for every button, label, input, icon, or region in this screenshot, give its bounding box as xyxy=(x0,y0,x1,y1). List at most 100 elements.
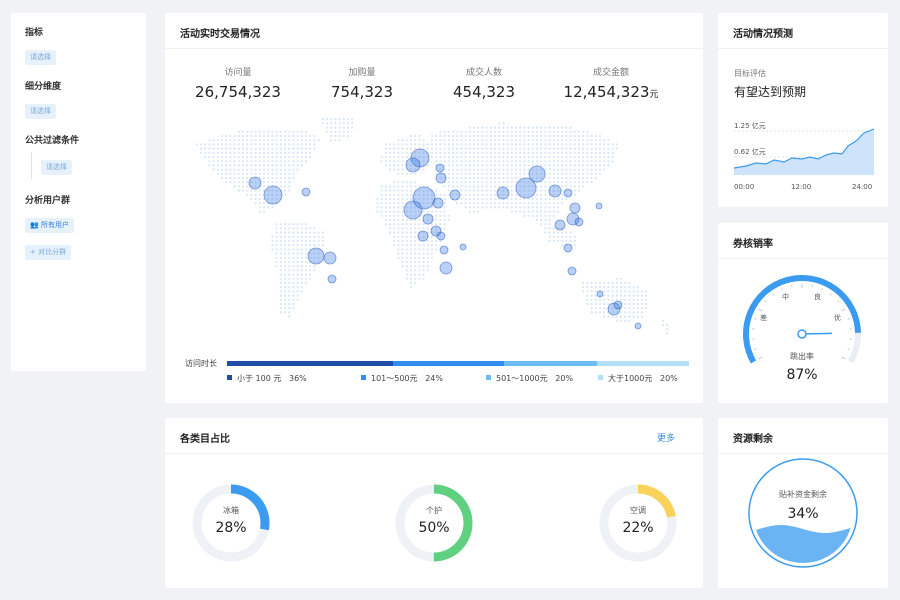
map-dot xyxy=(573,244,576,247)
map-dot xyxy=(506,197,509,201)
stat-visits: 访问量 26,754,323 xyxy=(173,65,303,101)
category-donut[interactable]: 个护 50% xyxy=(389,478,479,568)
map-dot xyxy=(498,181,501,184)
map-dot xyxy=(208,147,211,150)
map-dot xyxy=(271,130,274,133)
map-dot xyxy=(489,172,492,175)
map-dot xyxy=(544,168,547,171)
map-dot xyxy=(489,130,492,133)
map-dot xyxy=(246,147,249,150)
map-dot xyxy=(430,197,434,201)
filter-select[interactable]: 请选择 xyxy=(41,160,72,175)
compare-group-button[interactable]: + 对比分群 xyxy=(25,245,72,260)
map-dot xyxy=(598,294,602,297)
map-dot xyxy=(418,248,421,251)
map-dot xyxy=(544,160,547,163)
stat-value: 454,323 xyxy=(452,83,516,101)
category-donut[interactable]: 空调 22% xyxy=(593,478,683,568)
map-dot xyxy=(212,160,215,163)
map-dot xyxy=(624,311,627,314)
map-dot xyxy=(430,248,434,251)
map-dot xyxy=(313,244,316,247)
map-dot xyxy=(397,197,400,201)
legend-item[interactable]: 大于1000元 20% xyxy=(598,373,678,384)
map-dot xyxy=(283,189,287,192)
map-dot xyxy=(565,160,568,163)
map-dot xyxy=(460,185,463,188)
map-dot xyxy=(405,260,408,264)
map-dot xyxy=(384,193,387,196)
metric-select[interactable]: 请选择 xyxy=(25,50,56,65)
stat-buyers: 成交人数 454,323 xyxy=(419,65,549,101)
map-bubble xyxy=(301,187,311,197)
map-dot xyxy=(594,155,597,159)
map-dot xyxy=(472,176,476,180)
map-dot xyxy=(300,290,303,293)
map-dot xyxy=(565,185,568,188)
map-dot xyxy=(460,160,463,163)
map-dot xyxy=(485,143,488,146)
category-donut[interactable]: 冰箱 28% xyxy=(186,478,276,568)
map-dot xyxy=(519,155,522,159)
map-dot xyxy=(300,160,303,163)
map-dot xyxy=(519,134,522,138)
map-dot xyxy=(510,134,513,138)
map-dot xyxy=(338,126,341,129)
all-users-chip[interactable]: 👥 所有用户 xyxy=(25,218,74,233)
map-dot xyxy=(439,218,442,222)
map-dot xyxy=(603,298,606,301)
map-dot xyxy=(283,160,287,163)
map-dot xyxy=(586,147,589,150)
map-dot xyxy=(401,151,404,154)
map-dot xyxy=(414,185,417,188)
map-dot xyxy=(409,151,413,154)
map-dot xyxy=(468,168,471,171)
map-dot xyxy=(267,130,270,133)
map-dot xyxy=(510,197,513,201)
legend-item[interactable]: 101～500元 24% xyxy=(361,373,443,384)
map-dot xyxy=(493,206,497,209)
map-dot xyxy=(267,206,270,209)
map-dot xyxy=(510,130,513,133)
map-dot xyxy=(296,248,299,251)
more-link[interactable]: 更多 xyxy=(656,434,675,444)
map-dot xyxy=(233,172,236,175)
map-dot xyxy=(552,168,555,171)
map-dot xyxy=(552,176,555,180)
map-dot xyxy=(624,294,627,297)
map-dot xyxy=(241,143,245,146)
map-dot xyxy=(208,160,211,163)
map-dot xyxy=(409,181,413,184)
map-dot xyxy=(447,193,450,196)
map-dot xyxy=(485,181,488,184)
map-dot xyxy=(561,181,564,184)
legend-item[interactable]: 小于 100 元 36% xyxy=(227,373,307,384)
map-dot xyxy=(397,223,400,226)
map-bubble xyxy=(439,245,449,255)
map-dot xyxy=(493,151,497,154)
map-dot xyxy=(212,147,215,150)
map-dot xyxy=(422,265,425,268)
map-dot xyxy=(540,139,543,142)
map-dot xyxy=(502,155,505,159)
map-dot xyxy=(426,265,429,268)
map-dot xyxy=(439,147,442,150)
map-dot xyxy=(279,281,282,285)
map-dot xyxy=(636,302,639,306)
dimension-select[interactable]: 请选择 xyxy=(25,104,56,119)
map-dot xyxy=(292,248,295,251)
legend-item[interactable]: 501～1000元 20% xyxy=(486,373,573,384)
map-dot xyxy=(418,155,421,159)
map-dot xyxy=(527,189,530,192)
map-dot xyxy=(275,172,278,175)
map-dot xyxy=(422,235,425,238)
map-dot xyxy=(481,143,484,146)
map-dot xyxy=(506,134,509,138)
map-dot xyxy=(435,214,438,217)
category-share-card: 各类目占比 更多 冰箱 28% 个护 50% 空调 22% xyxy=(165,418,703,588)
map-dot xyxy=(590,294,593,297)
map-dot xyxy=(393,151,396,154)
map-dot xyxy=(565,164,568,167)
map-dot xyxy=(279,244,282,247)
map-dot xyxy=(615,311,618,314)
